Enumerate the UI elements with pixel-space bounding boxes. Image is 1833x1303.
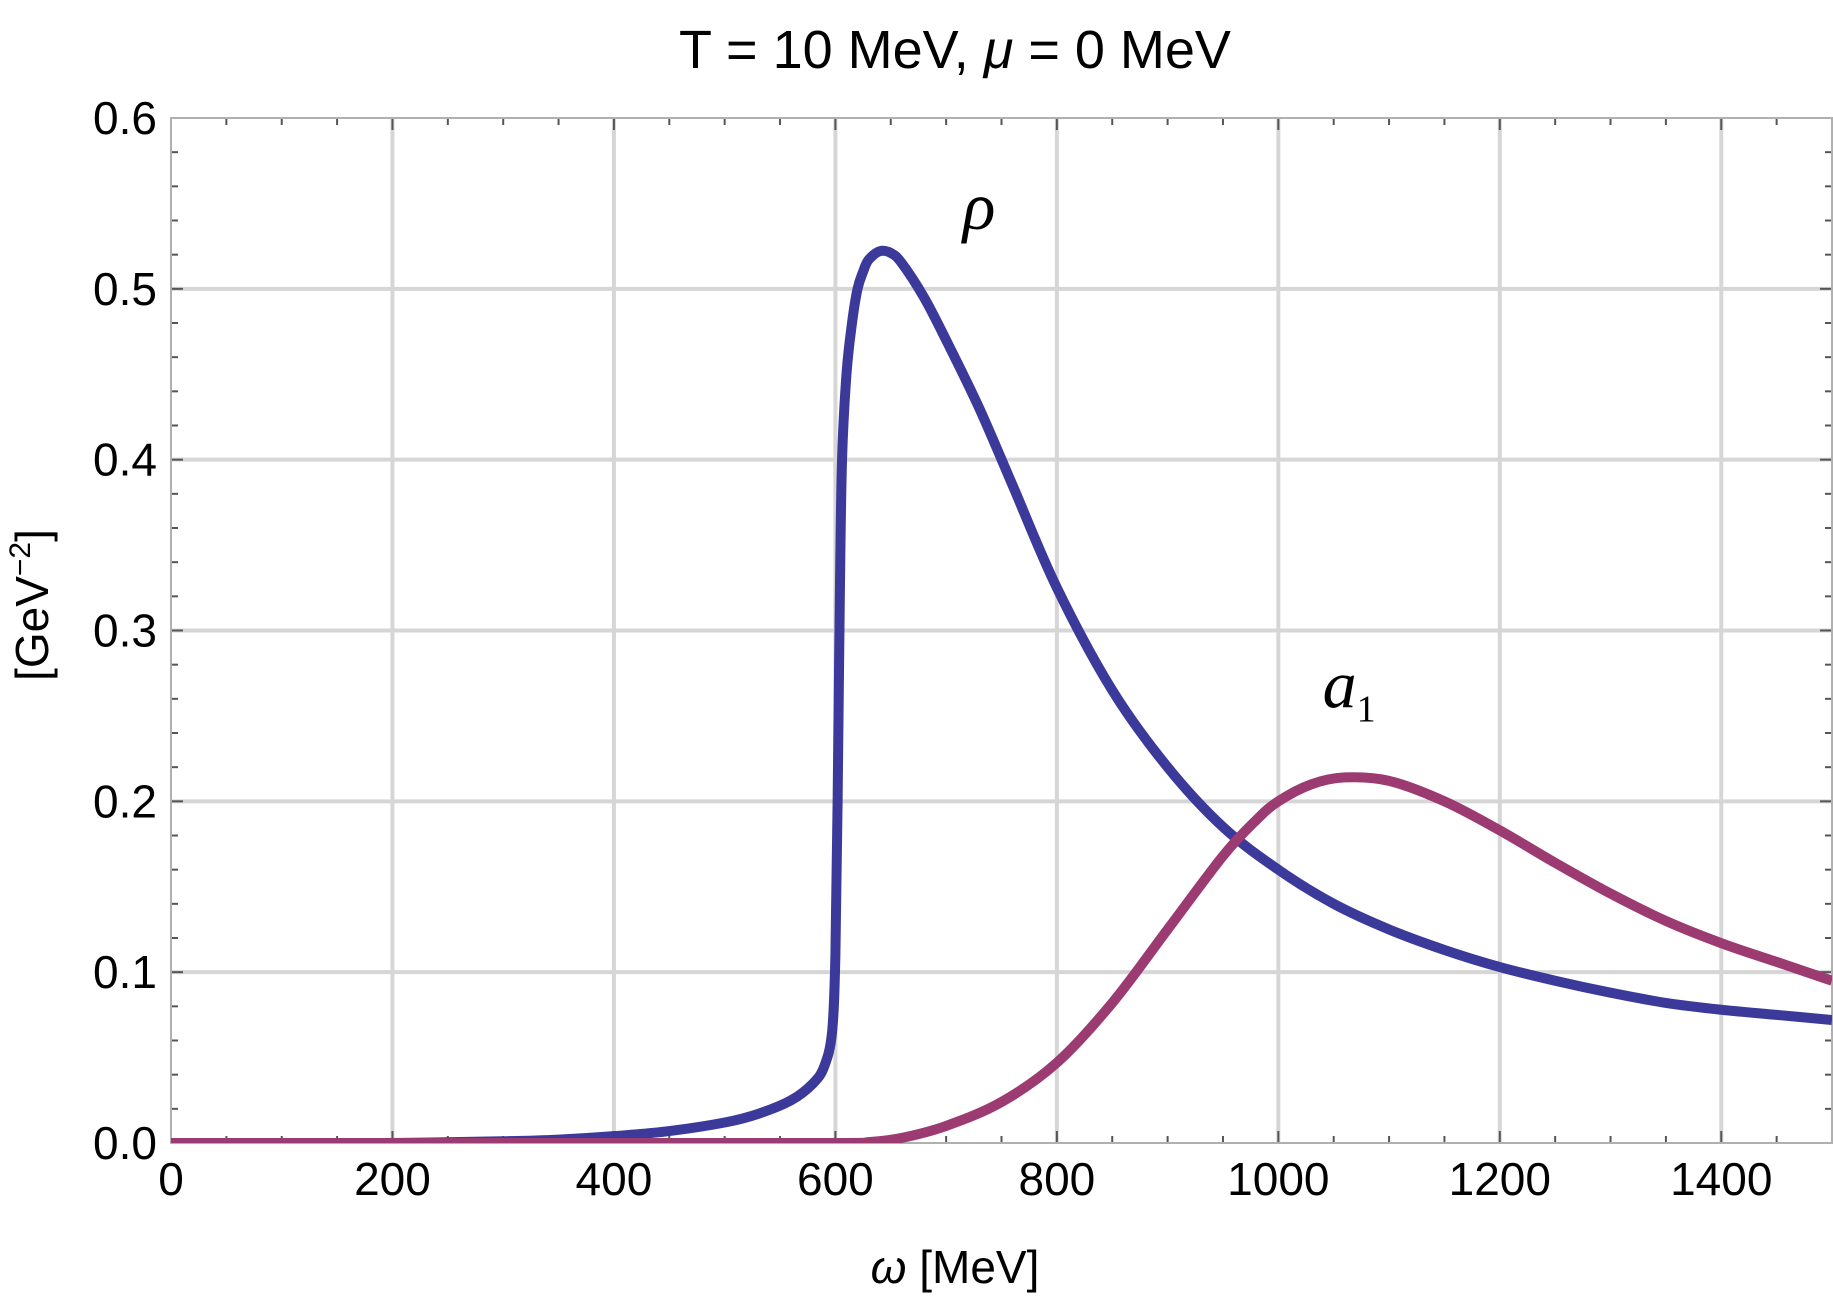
annotation-a1: a1 [1323,646,1376,730]
y-tick-label: 0.4 [93,434,157,486]
y-axis-label-end: ] [6,529,58,542]
x-axis-unit: [MeV] [906,1241,1039,1293]
y-tick-label: 0.0 [93,1117,157,1169]
annotation-text: ρ [961,168,996,244]
x-axis-label: ω [MeV] [871,1241,1040,1293]
x-tick-label: 800 [1018,1153,1095,1205]
y-tick-label: 0.1 [93,946,157,998]
y-tick-label: 0.6 [93,92,157,144]
series-lines [171,245,1832,1143]
series-line-rho [171,245,1832,1143]
x-tick-label: 0 [158,1153,184,1205]
chart-title: T = 10 MeV, μ = 0 MeV [679,20,1231,80]
x-tick-labels: 0 200 400 600 800 1000 1200 1400 [158,1153,1772,1205]
plot-frame [170,117,1833,1144]
y-axis-label: [GeV−2] [4,529,58,681]
x-tick-label: 1000 [1227,1153,1329,1205]
x-axis-omega-symbol: ω [871,1241,907,1293]
x-tick-label: 1200 [1449,1153,1551,1205]
title-mu-symbol: μ [982,20,1014,80]
y-tick-labels: 0.0 0.1 0.2 0.3 0.4 0.5 0.6 [93,92,157,1169]
annotation-rho: ρ [961,168,996,244]
title-suffix: = 0 MeV [1013,20,1231,80]
x-tick-label: 400 [576,1153,653,1205]
x-tick-label: 1400 [1670,1153,1772,1205]
y-axis-label-base: [GeV [6,576,58,681]
y-tick-label: 0.3 [93,605,157,657]
grid-lines [171,118,1832,1143]
y-tick-label: 0.5 [93,263,157,315]
series-line-a1 [171,772,1832,1143]
title-prefix: T = 10 MeV, [679,20,984,80]
x-tick-label: 200 [354,1153,431,1205]
y-axis-label-superscript: −2 [4,542,37,576]
y-tick-label: 0.2 [93,775,157,827]
x-tick-label: 600 [797,1153,874,1205]
annotation-subscript: 1 [1357,688,1376,730]
annotation-text: a [1323,646,1357,722]
series-annotations: ρ a1 [961,168,1376,730]
